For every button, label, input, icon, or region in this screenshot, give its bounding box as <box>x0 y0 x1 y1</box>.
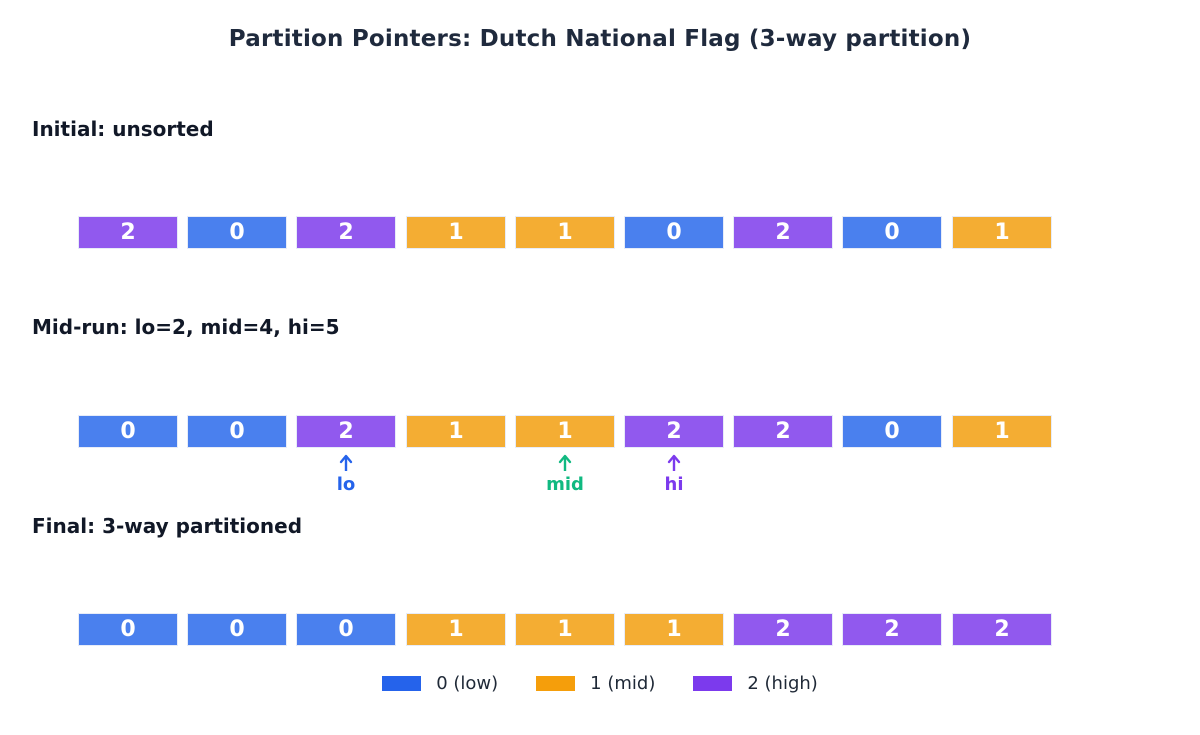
array-cell-initial-8: 1 <box>952 216 1052 249</box>
arrow-up-icon <box>339 454 353 471</box>
array-cell-final-2: 0 <box>296 613 396 646</box>
array-cell-initial-0: 2 <box>78 216 178 249</box>
array-cell-initial-6: 2 <box>733 216 833 249</box>
array-cell-initial-2: 2 <box>296 216 396 249</box>
array-cell-final-8: 2 <box>952 613 1052 646</box>
array-cell-mid-run-3: 1 <box>406 415 506 448</box>
row-label-initial: Initial: unsorted <box>32 117 214 141</box>
title-mask <box>210 51 990 65</box>
array-cell-mid-run-8: 1 <box>952 415 1052 448</box>
array-cell-final-1: 0 <box>187 613 287 646</box>
legend-item-low: 0 (low) <box>382 673 498 694</box>
legend-label-low: 0 (low) <box>436 673 499 694</box>
arrow-up-icon <box>558 454 572 471</box>
array-cell-mid-run-7: 0 <box>842 415 942 448</box>
pointer-label-mid: mid <box>546 474 584 495</box>
array-cell-mid-run-2: 2 <box>296 415 396 448</box>
legend-item-high: 2 (high) <box>693 673 818 694</box>
array-cell-initial-5: 0 <box>624 216 724 249</box>
pointer-hi: hi <box>644 454 704 495</box>
array-cell-mid-run-5: 2 <box>624 415 724 448</box>
pointer-label-lo: lo <box>336 474 356 495</box>
array-cell-final-0: 0 <box>78 613 178 646</box>
row-label-mid-run: Mid-run: lo=2, mid=4, hi=5 <box>32 315 340 339</box>
array-cell-initial-7: 0 <box>842 216 942 249</box>
array-cell-final-4: 1 <box>515 613 615 646</box>
array-cell-mid-run-6: 2 <box>733 415 833 448</box>
array-cell-mid-run-4: 1 <box>515 415 615 448</box>
diagram-title: Partition Pointers: Dutch National Flag … <box>228 26 972 52</box>
array-cell-final-5: 1 <box>624 613 724 646</box>
array-cell-initial-4: 1 <box>515 216 615 249</box>
legend-label-high: 2 (high) <box>747 673 818 694</box>
legend: 0 (low) 1 (mid) 2 (high) <box>0 673 1200 694</box>
pointer-lo: lo <box>316 454 376 495</box>
array-cell-initial-3: 1 <box>406 216 506 249</box>
pointer-mid: mid <box>535 454 595 495</box>
array-cell-final-3: 1 <box>406 613 506 646</box>
array-cell-mid-run-1: 0 <box>187 415 287 448</box>
legend-swatch-high <box>693 676 733 691</box>
row-label-final: Final: 3-way partitioned <box>32 514 303 538</box>
legend-swatch-low <box>382 676 422 691</box>
legend-label-mid: 1 (mid) <box>590 673 656 694</box>
array-cell-initial-1: 0 <box>187 216 287 249</box>
legend-swatch-mid <box>536 676 576 691</box>
array-cell-mid-run-0: 0 <box>78 415 178 448</box>
array-cell-final-6: 2 <box>733 613 833 646</box>
legend-item-mid: 1 (mid) <box>536 673 655 694</box>
arrow-up-icon <box>667 454 681 471</box>
pointer-label-hi: hi <box>664 474 684 495</box>
array-cell-final-7: 2 <box>842 613 942 646</box>
